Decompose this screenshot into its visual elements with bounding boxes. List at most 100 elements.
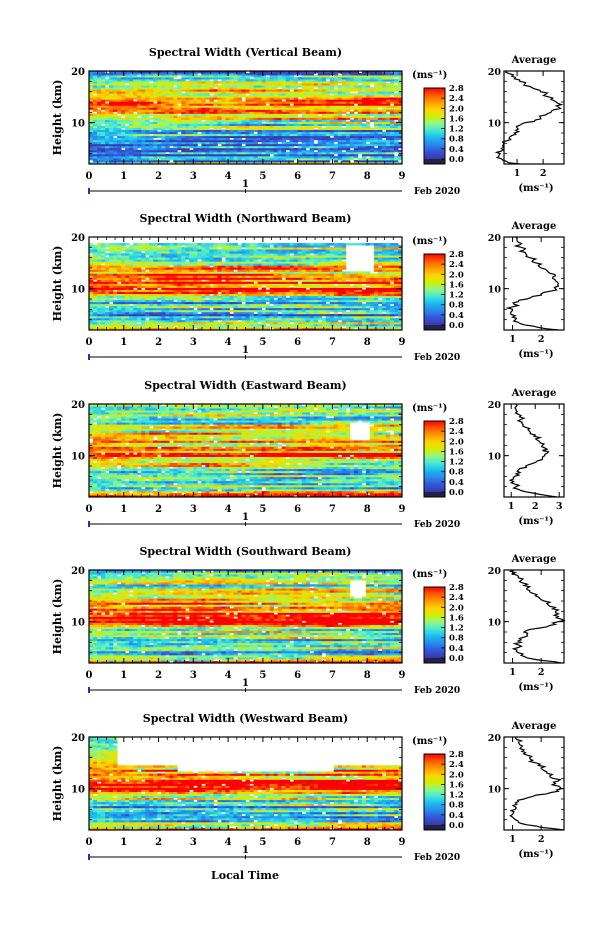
average-profile: Average 1 2 10 20 (ms⁻¹): [488, 721, 565, 860]
x-axis-label: Local Time: [211, 869, 279, 882]
date-label: Feb 2020: [414, 686, 460, 696]
day-label: 1: [242, 345, 249, 356]
colorbar-tick: 0.0: [449, 821, 464, 831]
average-x-tick: 2: [532, 501, 539, 512]
colorbar-underflow: [424, 325, 445, 330]
colorbar-tick: 1.6: [449, 780, 464, 790]
average-y-tick: 20: [488, 733, 502, 744]
average-x-label: (ms⁻¹): [518, 183, 553, 194]
colorbar-unit: (ms⁻¹): [412, 70, 447, 81]
colorbar-unit: (ms⁻¹): [412, 403, 447, 414]
average-title: Average: [511, 554, 557, 565]
average-x-tick: 2: [538, 667, 545, 678]
panel-3: Spectral Width (Southward Beam) 0 1 2 3 4 5 6 7 8…: [51, 545, 566, 696]
colorbar-tick: 2.0: [449, 437, 464, 447]
heatmap-cells: [89, 570, 403, 664]
x-tick-label: 5: [259, 837, 266, 848]
x-tick-label: 7: [329, 171, 336, 182]
x-tick-label: 2: [155, 337, 162, 348]
y-tick-label: 20: [71, 67, 85, 78]
colorbar: (ms⁻¹)2.82.42.01.61.20.80.40.0: [412, 736, 464, 831]
average-y-tick: 10: [488, 119, 502, 130]
colorbar: (ms⁻¹)2.82.42.01.61.20.80.40.0: [412, 236, 464, 331]
average-line: [509, 736, 565, 831]
x-tick-label: 8: [364, 670, 371, 681]
x-tick-label: 3: [190, 670, 197, 681]
colorbar-tick: 0.8: [449, 801, 464, 811]
x-tick-label: 5: [259, 670, 266, 681]
colorbar-tick: 1.2: [449, 458, 464, 468]
panel-title: Spectral Width (Southward Beam): [139, 545, 351, 558]
x-tick-label: 9: [399, 337, 406, 348]
x-tick-label: 3: [190, 171, 197, 182]
colorbar-tick: 1.6: [449, 280, 464, 290]
y-tick-label: 10: [71, 618, 85, 629]
average-x-label: (ms⁻¹): [518, 516, 553, 527]
x-tick-label: 7: [329, 504, 336, 515]
date-label: Feb 2020: [414, 353, 460, 363]
colorbar-tick: 0.0: [449, 155, 464, 165]
x-tick-label: 7: [329, 337, 336, 348]
x-tick-label: 8: [364, 837, 371, 848]
colorbar: (ms⁻¹)2.82.42.01.61.20.80.40.0: [412, 70, 464, 165]
x-tick-label: 4: [225, 171, 232, 182]
y-tick-label: 10: [71, 119, 85, 130]
average-x-label: (ms⁻¹): [518, 849, 553, 860]
y-axis-label: Height (km): [51, 413, 64, 489]
colorbar-tick: 2.0: [449, 270, 464, 280]
x-tick-label: 7: [329, 837, 336, 848]
panel-1: Spectral Width (Northward Beam) 0 1 2 3 4 5 6 7 8…: [51, 212, 565, 363]
date-label: Feb 2020: [414, 187, 460, 197]
x-tick-label: 0: [86, 504, 93, 515]
x-tick-label: 3: [190, 337, 197, 348]
y-axis-label: Height (km): [51, 746, 64, 822]
x-tick-label: 2: [155, 837, 162, 848]
average-title: Average: [511, 221, 557, 232]
colorbar-tick: 0.4: [449, 644, 464, 654]
colorbar-tick: 1.2: [449, 291, 464, 301]
panel-0: Spectral Width (Vertical Beam) 0 1 2 3 4 5 6 7 8 9…: [51, 46, 565, 197]
x-tick-label: 1: [120, 837, 127, 848]
x-tick-label: 2: [155, 171, 162, 182]
colorbar-tick: 0.8: [449, 301, 464, 311]
x-tick-label: 0: [86, 337, 93, 348]
colorbar-tick: 2.4: [449, 593, 464, 603]
colorbar-tick: 2.0: [449, 603, 464, 613]
panel-title: Spectral Width (Eastward Beam): [144, 379, 346, 392]
date-label: Feb 2020: [414, 853, 460, 863]
y-tick-label: 20: [71, 733, 85, 744]
colorbar-tick: 0.4: [449, 478, 464, 488]
average-x-tick: 1: [509, 334, 516, 345]
y-tick-label: 10: [71, 285, 85, 296]
average-y-tick: 10: [488, 618, 502, 629]
colorbar-tick: 0.4: [449, 811, 464, 821]
colorbar-tick: 0.4: [449, 145, 464, 155]
colorbar-tick: 2.4: [449, 760, 464, 770]
x-tick-label: 8: [364, 171, 371, 182]
average-x-tick: 1: [509, 667, 516, 678]
colorbar-tick: 1.6: [449, 447, 464, 457]
panel-title: Spectral Width (Northward Beam): [140, 212, 352, 225]
x-tick-label: 8: [364, 504, 371, 515]
panel-title: Spectral Width (Westward Beam): [143, 712, 348, 725]
colorbar-tick: 2.8: [449, 417, 464, 427]
x-tick-label: 4: [225, 670, 232, 681]
x-tick-label: 5: [259, 337, 266, 348]
average-y-tick: 20: [488, 67, 502, 78]
average-title: Average: [511, 721, 557, 732]
x-tick-label: 4: [225, 837, 232, 848]
average-profile: Average 1 2 10 20 (ms⁻¹): [488, 55, 565, 194]
colorbar-tick: 0.8: [449, 135, 464, 145]
heatmap-cells: [89, 243, 403, 331]
x-tick-label: 9: [399, 171, 406, 182]
colorbar-tick: 0.4: [449, 311, 464, 321]
x-tick-label: 9: [399, 837, 406, 848]
colorbar-tick: 2.8: [449, 583, 464, 593]
x-tick-label: 1: [120, 337, 127, 348]
x-tick-label: 5: [259, 504, 266, 515]
panel-4: Spectral Width (Westward Beam) 0 1 2 3 4 5 6 7 8 9…: [51, 712, 565, 863]
colorbar-tick: 1.2: [449, 125, 464, 135]
colorbar-underflow: [424, 159, 445, 164]
average-x-tick: 2: [538, 834, 545, 845]
colorbar-unit: (ms⁻¹): [412, 236, 447, 247]
